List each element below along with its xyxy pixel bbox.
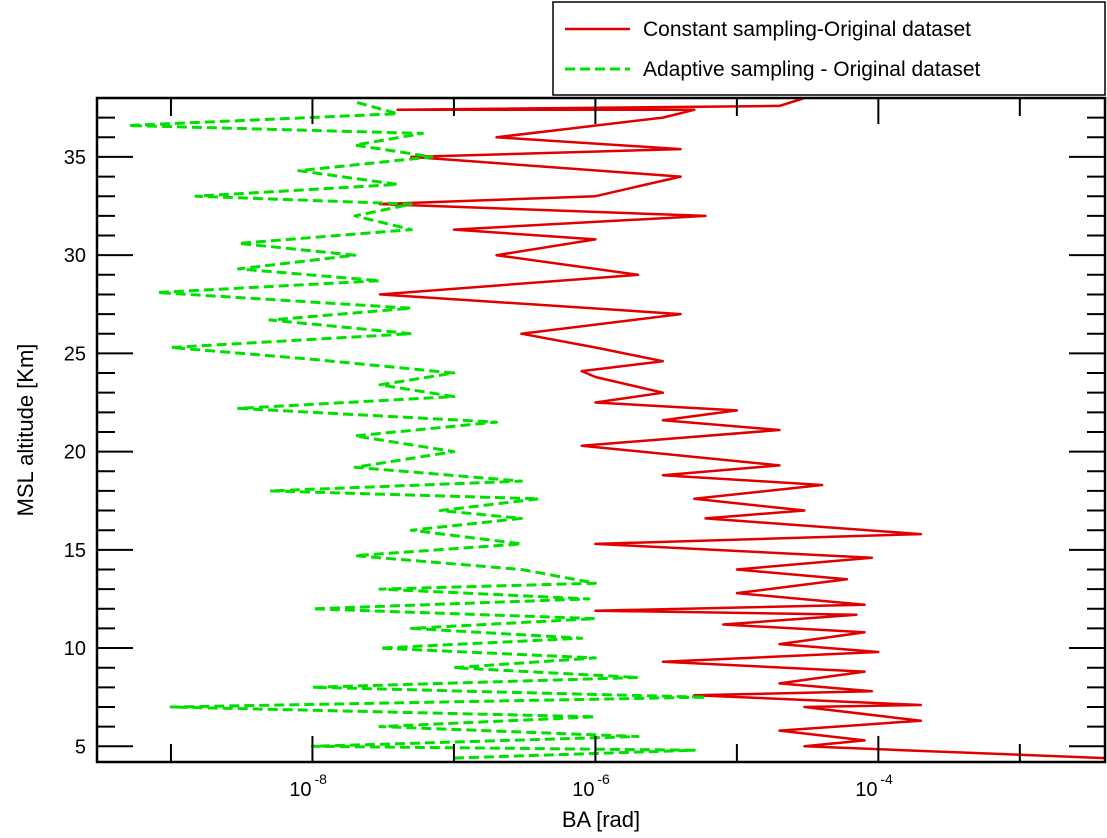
y-tick-label: 35: [64, 147, 86, 169]
x-tick-label-exponent: -8: [314, 771, 327, 787]
y-tick-label: 30: [64, 245, 86, 267]
y-axis-label: MSL altitude [Km]: [13, 344, 38, 517]
plot-frame: [95, 96, 1107, 764]
y-tick-label: 5: [75, 736, 86, 758]
ticks-layer: [97, 97, 1105, 762]
y-tick-label: 25: [64, 343, 86, 365]
series-layer: [126, 96, 1106, 760]
x-tick-label-exponent: -6: [597, 771, 610, 787]
x-tick-label: 10: [572, 779, 594, 801]
y-tick-label: 15: [64, 540, 86, 562]
series-line-adaptive: [126, 100, 707, 760]
legend-box: [552, 1, 1106, 96]
x-tick-label-exponent: -4: [880, 771, 893, 787]
legend-label-constant: Constant sampling-Original dataset: [643, 18, 971, 41]
x-axis-label: BA [rad]: [562, 807, 640, 832]
y-tick-label: 10: [64, 638, 86, 660]
plot-background: [97, 98, 1107, 762]
x-tick-label: 10: [289, 779, 311, 801]
legend: Constant sampling-Original dataset Adapt…: [552, 1, 1106, 96]
y-tick-label: 20: [64, 442, 86, 464]
x-tick-label: 10: [855, 779, 877, 801]
legend-label-adaptive: Adaptive sampling - Original dataset: [643, 58, 981, 81]
